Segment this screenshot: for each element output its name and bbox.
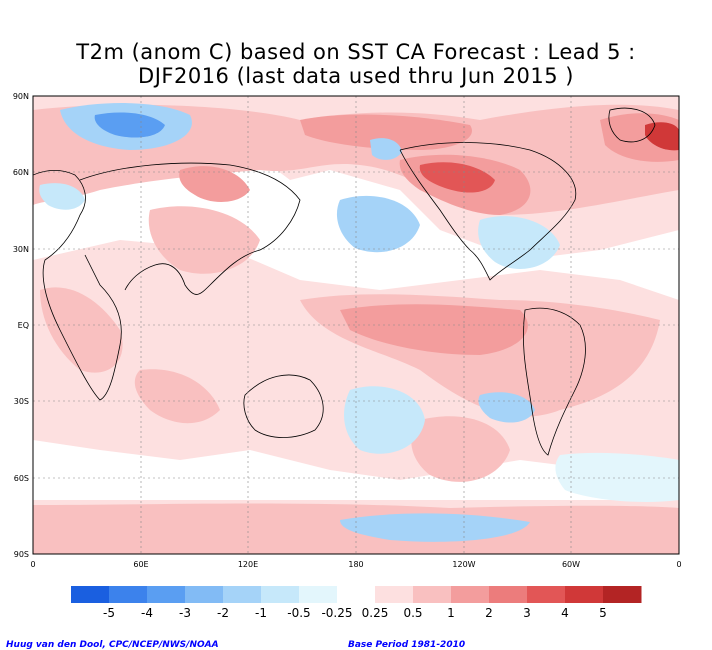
map-grid — [33, 96, 679, 554]
lat-label: 60N — [13, 168, 29, 177]
anomaly-region — [478, 392, 535, 423]
lon-label: 0 — [30, 560, 35, 569]
colorbar-swatch — [375, 586, 414, 603]
colorbar-label: 0.25 — [362, 606, 389, 620]
colorbar-swatch — [109, 586, 148, 603]
anomaly-region — [40, 287, 123, 373]
longitude-labels: 0 60E 120E 180 120W 60W 0 — [30, 560, 681, 569]
lon-label: 0 — [676, 560, 681, 569]
colorbar-label: -0.5 — [287, 606, 310, 620]
anomaly-region — [300, 114, 472, 150]
anomaly-region — [411, 416, 510, 482]
anomaly-region — [370, 138, 402, 160]
colorbar-label: 5 — [599, 606, 607, 620]
colorbar-swatch — [603, 586, 642, 603]
lat-label: EQ — [18, 321, 29, 330]
colorbar-label: -2 — [217, 606, 229, 620]
lon-label: 180 — [348, 560, 363, 569]
lat-label: 30N — [13, 245, 29, 254]
lon-label: 120W — [452, 560, 475, 569]
lat-label: 90S — [14, 550, 29, 559]
colorbar-swatch — [337, 586, 376, 603]
colorbar-swatch — [71, 586, 110, 603]
anomaly-region — [340, 304, 528, 355]
lon-label: 60E — [133, 560, 148, 569]
colorbar-label: -3 — [179, 606, 191, 620]
colorbar-label: 4 — [561, 606, 569, 620]
colorbar-label: 3 — [523, 606, 531, 620]
latitude-labels: 90N 60N 30N EQ 30S 60S 90S — [13, 92, 29, 559]
colorbar-swatch — [527, 586, 566, 603]
anomaly-region — [340, 513, 530, 542]
anomaly-region — [336, 195, 420, 253]
lat-label: 90N — [13, 92, 29, 101]
anomaly-region — [148, 206, 260, 274]
map-title-line2: DJF2016 (last data used thru Jun 2015 ) — [138, 64, 574, 88]
colorbar-label: 0.5 — [403, 606, 422, 620]
lon-label: 60W — [562, 560, 580, 569]
anomaly-region — [344, 386, 425, 454]
colorbar-swatch — [565, 586, 604, 603]
colorbar-swatch — [147, 586, 186, 603]
colorbar-swatch — [299, 586, 338, 603]
lon-label: 120E — [238, 560, 258, 569]
lat-label: 30S — [14, 397, 29, 406]
colorbar-swatch — [451, 586, 490, 603]
anomaly-region — [478, 216, 560, 269]
credit-text: Huug van den Dool, CPC/NCEP/NWS/NOAA — [6, 640, 219, 650]
plot-frame — [32, 95, 680, 555]
lat-label: 60S — [14, 474, 29, 483]
colorbar-label: -4 — [141, 606, 153, 620]
colorbar-label: -1 — [255, 606, 267, 620]
colorbar-label: 2 — [485, 606, 493, 620]
anomaly-region — [134, 369, 220, 424]
colorbar-label: -0.25 — [321, 606, 352, 620]
anomaly-region — [419, 162, 495, 193]
base-period-text: Base Period 1981-2010 — [348, 640, 466, 650]
colorbar-swatch — [185, 586, 224, 603]
colorbar-swatch — [223, 586, 262, 603]
map-title-line1: T2m (anom C) based on SST CA Forecast : … — [76, 40, 636, 64]
coastlines — [33, 107, 656, 456]
colorbar-swatch — [261, 586, 300, 603]
colorbar-swatch — [413, 586, 452, 603]
anomaly-region — [39, 183, 85, 210]
anomaly-region — [179, 166, 250, 202]
anomaly-region — [555, 452, 679, 502]
anomaly-region — [94, 112, 165, 138]
colorbar-swatch — [489, 586, 528, 603]
colorbar-label: -5 — [103, 606, 115, 620]
colorbar: -5 -4 -3 -2 -1 -0.5 -0.25 0.25 0.5 1 2 3 4 5 — [71, 586, 642, 620]
colorbar-label: 1 — [447, 606, 455, 620]
